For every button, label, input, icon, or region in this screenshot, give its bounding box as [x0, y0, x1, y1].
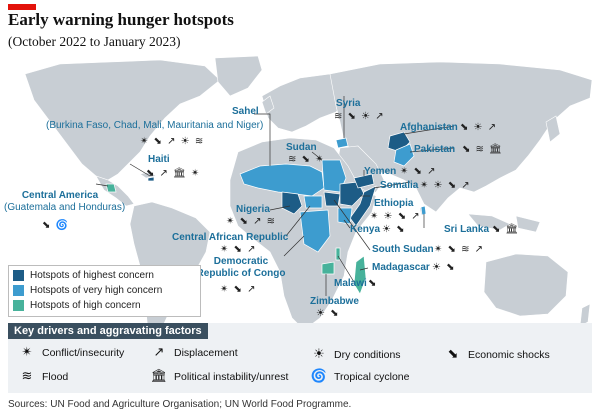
hotspot-label-yemen: Yemen [364, 166, 397, 177]
legend-item-highest: Hotspots of highest concern [13, 268, 196, 283]
driver-label: Political instability/unrest [174, 370, 289, 383]
legend-label: Hotspots of highest concern [30, 270, 154, 281]
hotspot-icons-south-sudan: ✴ ⬊ ≋ ↗ [434, 244, 485, 255]
hotspot-label-zimbabwe: Zimbabwe [310, 296, 359, 307]
hotspot-label-central-america: Central America [21, 190, 99, 201]
hotspot-label-drc: Democratic Republic of Congo [196, 256, 286, 279]
hotspot-label-pakistan: Pakistan [414, 144, 456, 155]
tropical-cyclone-icon: 🌀 [310, 369, 328, 384]
hotspot-icons-ethiopia: ✴ ☀ ⬊ ↗ [370, 211, 421, 222]
driver-tropical-cyclone: 🌀 Tropical cyclone [308, 369, 410, 384]
hotspot-icons-central-america: ⬊ 🌀 [42, 220, 70, 231]
economic-shocks-icon: ⬊ [447, 347, 459, 362]
hotspot-icons-madagascar: ☀ ⬊ [432, 262, 456, 273]
hotspot-icons-sahel: ✴ ⬊ ↗ ☀ ≋ [140, 136, 205, 147]
hotspot-label-ethiopia: Ethiopia [374, 198, 414, 209]
hotspot-label-sahel: Sahel [232, 106, 259, 117]
driver-label: Economic shocks [468, 348, 550, 361]
hotspot-label-madagascar: Madagascar [372, 262, 430, 273]
legend-swatch-high [13, 300, 24, 311]
brand-red-bar [8, 4, 36, 10]
map-legend: Hotspots of highest concern Hotspots of … [8, 265, 201, 317]
map-graphic [24, 56, 593, 345]
hotspot-icons-syria: ≋ ⬊ ☀ ↗ [334, 111, 385, 122]
hotspot-icons-afghanistan: ⬊ ☀ ↗ [460, 122, 498, 133]
hotspot-note-central-america: (Guatemala and Honduras) [4, 202, 126, 213]
driver-label: Conflict/insecurity [42, 346, 125, 359]
hotspot-icons-zimbabwe: ☀ ⬊ [316, 308, 340, 319]
hotspot-note-sahel: (Burkina Faso, Chad, Mali, Mauritania an… [46, 120, 264, 131]
hotspot-icons-sri-lanka: ⬊ 🏛 [492, 224, 520, 235]
driver-label: Dry conditions [334, 348, 401, 361]
hotspot-icons-car: ✴ ⬊ ↗ [220, 244, 257, 255]
legend-item-high: Hotspots of high concern [13, 298, 196, 313]
hotspot-icons-sudan: ≋ ⬊ ✴ [288, 154, 325, 165]
drivers-key: Key drivers and aggravating factors ✴ Co… [8, 323, 592, 393]
hotspot-label-car: Central African Republic [172, 232, 289, 243]
page-title: Early warning hunger hotspots [8, 10, 234, 29]
conflict-icon: ✴ [21, 345, 33, 360]
legend-swatch-highest [13, 270, 24, 281]
driver-label: Tropical cyclone [334, 370, 410, 383]
hotspot-icons-drc: ✴ ⬊ ↗ [220, 284, 257, 295]
legend-item-very-high: Hotspots of very high concern [13, 283, 196, 298]
hotspot-label-malawi: Malawi [334, 278, 367, 289]
dry-conditions-icon: ☀ [313, 347, 325, 362]
hotspot-label-nigeria: Nigeria [236, 204, 270, 215]
hotspot-label-syria: Syria [336, 98, 361, 109]
legend-label: Hotspots of high concern [30, 300, 141, 311]
leader-lines [95, 96, 455, 296]
legend-swatch-very-high [13, 285, 24, 296]
driver-political-instability: 🏛 Political instability/unrest [148, 369, 289, 384]
hotspot-label-somalia: Somalia [380, 180, 419, 191]
hotspot-label-sri-lanka: Sri Lanka [444, 224, 490, 235]
world-map: Sahel (Burkina Faso, Chad, Mali, Maurita… [0, 56, 600, 388]
displacement-icon: ↗ [153, 345, 165, 360]
hotspot-regions [105, 131, 427, 295]
hotspot-icons-nigeria: ✴ ⬊ ↗ ≋ [226, 216, 277, 227]
driver-economic-shocks: ⬊ Economic shocks [442, 347, 550, 362]
political-instability-icon: 🏛 [150, 369, 168, 384]
drivers-heading: Key drivers and aggravating factors [8, 323, 208, 339]
hotspot-icons-haiti: ⬊ ↗ 🏛 ✴ [146, 168, 201, 179]
hotspot-label-kenya: Kenya [350, 224, 381, 235]
driver-label: Flood [42, 370, 69, 383]
hotspot-icons-pakistan: ⬊ ≋ 🏛 [462, 144, 503, 155]
hotspot-icons-malawi: ⬊ [368, 278, 378, 289]
driver-displacement: ↗ Displacement [148, 345, 238, 360]
hotspot-icons-somalia: ✴ ☀ ⬊ ↗ [420, 180, 471, 191]
hotspot-label-haiti: Haiti [148, 154, 170, 165]
page-subtitle: (October 2022 to January 2023) [8, 34, 181, 49]
driver-dry-conditions: ☀ Dry conditions [308, 347, 401, 362]
hotspot-label-afghanistan: Afghanistan [400, 122, 458, 133]
hotspot-icons-yemen: ✴ ⬊ ↗ [400, 166, 437, 177]
legend-label: Hotspots of very high concern [30, 285, 163, 296]
hotspot-label-south-sudan: South Sudan [372, 244, 434, 255]
driver-flood: ≋ Flood [16, 369, 69, 384]
hotspot-label-sudan: Sudan [286, 142, 317, 153]
flood-icon: ≋ [21, 369, 33, 384]
hotspot-icons-kenya: ☀ ⬊ [382, 224, 406, 235]
driver-conflict: ✴ Conflict/insecurity [16, 345, 125, 360]
source-note: Sources: UN Food and Agriculture Organis… [8, 399, 352, 410]
driver-label: Displacement [174, 346, 238, 359]
